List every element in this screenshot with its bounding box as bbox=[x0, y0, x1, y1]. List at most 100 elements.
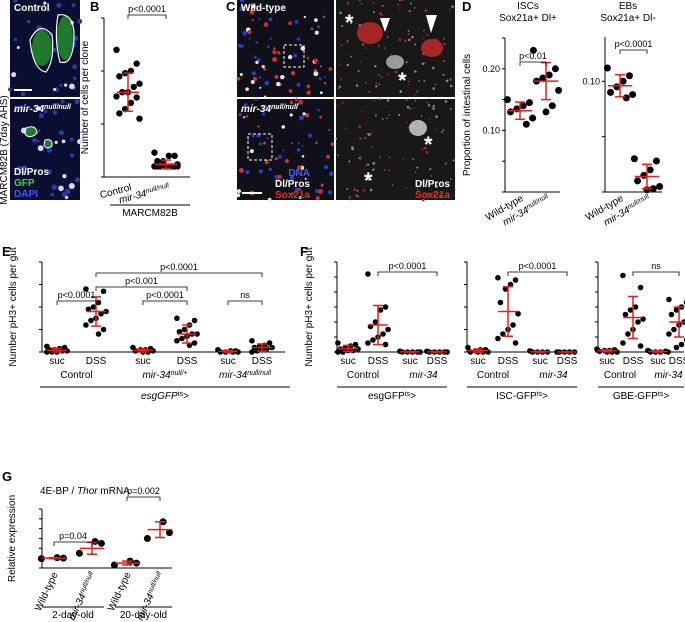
nucleus bbox=[264, 159, 269, 165]
nucleus bbox=[51, 184, 58, 190]
data-point bbox=[372, 319, 379, 325]
text-part: GBE-GFP bbox=[613, 391, 658, 402]
y-axis-label: Number pH3+ cells per gut bbox=[8, 247, 19, 366]
text-part: MARCM82B bbox=[122, 208, 178, 219]
text-part: ts bbox=[178, 391, 184, 398]
text-part: EBs bbox=[619, 1, 637, 12]
significance-label: p<0.0001 bbox=[519, 261, 557, 271]
data-point bbox=[495, 335, 501, 342]
panel-letter: B bbox=[90, 0, 99, 14]
data-point bbox=[75, 549, 83, 557]
stain-label: Sox21a bbox=[275, 190, 310, 201]
nucleus bbox=[398, 113, 401, 116]
nucleus bbox=[405, 187, 407, 189]
data-point bbox=[625, 72, 633, 80]
significance-label: p<0.0001 bbox=[128, 4, 166, 14]
nucleus bbox=[330, 142, 335, 147]
nucleus bbox=[301, 145, 304, 148]
group-label: 20-day-old bbox=[120, 610, 167, 621]
nucleus bbox=[426, 33, 429, 37]
data-point bbox=[665, 349, 671, 355]
nucleus bbox=[348, 160, 351, 163]
nucleus bbox=[315, 196, 320, 201]
x-tick-label: DSS bbox=[177, 356, 198, 367]
marker: * bbox=[345, 10, 354, 35]
nucleus bbox=[397, 3, 400, 6]
text-part: DSS bbox=[669, 356, 685, 367]
text-part: mir-34 bbox=[539, 370, 568, 381]
nucleus bbox=[37, 145, 44, 152]
data-point bbox=[191, 340, 198, 346]
nucleus bbox=[323, 165, 329, 170]
nucleus bbox=[295, 187, 300, 193]
nucleus bbox=[337, 154, 339, 157]
image-label: Wild-type bbox=[241, 3, 286, 14]
nucleus bbox=[384, 47, 386, 49]
nucleus bbox=[365, 47, 367, 49]
nucleus bbox=[236, 76, 241, 81]
nucleus bbox=[242, 30, 248, 36]
nucleus bbox=[361, 111, 363, 113]
data-point bbox=[249, 337, 255, 344]
text-part: DSS bbox=[557, 356, 578, 367]
nucleus bbox=[268, 17, 273, 22]
data-point bbox=[673, 307, 680, 313]
nucleus bbox=[11, 72, 17, 78]
data-point bbox=[136, 80, 143, 87]
data-point bbox=[113, 46, 120, 53]
nucleus bbox=[263, 104, 267, 108]
data-point bbox=[355, 346, 361, 352]
significance-label: p<0.001 bbox=[125, 276, 158, 286]
data-point bbox=[174, 337, 180, 344]
nucleus bbox=[416, 90, 419, 93]
text-part: ts bbox=[537, 391, 543, 398]
nucleus bbox=[388, 169, 390, 172]
text-part: suc bbox=[599, 356, 615, 367]
nucleus bbox=[277, 51, 281, 55]
text-part: DSS bbox=[623, 356, 644, 367]
nucleus bbox=[449, 8, 451, 11]
nucleus bbox=[239, 73, 243, 76]
y-tick-label: 0.10 bbox=[482, 125, 500, 135]
data-point bbox=[181, 326, 188, 333]
data-point bbox=[116, 73, 123, 80]
nucleus bbox=[346, 188, 349, 190]
nucleus bbox=[245, 170, 250, 175]
nucleus bbox=[386, 36, 389, 38]
data-point bbox=[269, 344, 275, 351]
significance-bracket bbox=[53, 541, 93, 546]
nucleus bbox=[328, 67, 333, 71]
data-point bbox=[194, 331, 200, 337]
data-point bbox=[522, 120, 530, 128]
nucleus bbox=[365, 164, 368, 167]
nucleus bbox=[434, 83, 437, 86]
nucleus bbox=[414, 171, 416, 173]
data-point bbox=[510, 322, 516, 328]
x-tick-label: DSS bbox=[669, 356, 685, 367]
panel-letter: C bbox=[226, 0, 236, 14]
micrograph bbox=[336, 99, 455, 200]
nucleus bbox=[424, 9, 428, 12]
nucleus bbox=[335, 137, 338, 140]
nucleus bbox=[294, 19, 299, 24]
x-axis-label: ISC-GFPts> bbox=[496, 391, 548, 403]
nucleus bbox=[438, 194, 442, 198]
data-point bbox=[83, 322, 89, 328]
significance-bracket bbox=[142, 300, 188, 305]
text-part: Control bbox=[604, 370, 636, 381]
nucleus bbox=[242, 116, 246, 119]
nucleus bbox=[386, 99, 390, 102]
nucleus bbox=[58, 130, 65, 136]
data-point bbox=[91, 537, 99, 545]
nucleus bbox=[404, 39, 407, 43]
nucleus bbox=[267, 45, 270, 48]
nucleus bbox=[249, 149, 254, 154]
y-tick-label: 0.20 bbox=[482, 64, 500, 74]
clone-outline bbox=[24, 126, 38, 138]
nucleus bbox=[399, 90, 403, 93]
data-point bbox=[629, 91, 637, 99]
text-part: > bbox=[663, 391, 669, 402]
nucleus bbox=[381, 4, 385, 8]
nucleus bbox=[406, 99, 408, 101]
clone-outline bbox=[55, 14, 75, 64]
